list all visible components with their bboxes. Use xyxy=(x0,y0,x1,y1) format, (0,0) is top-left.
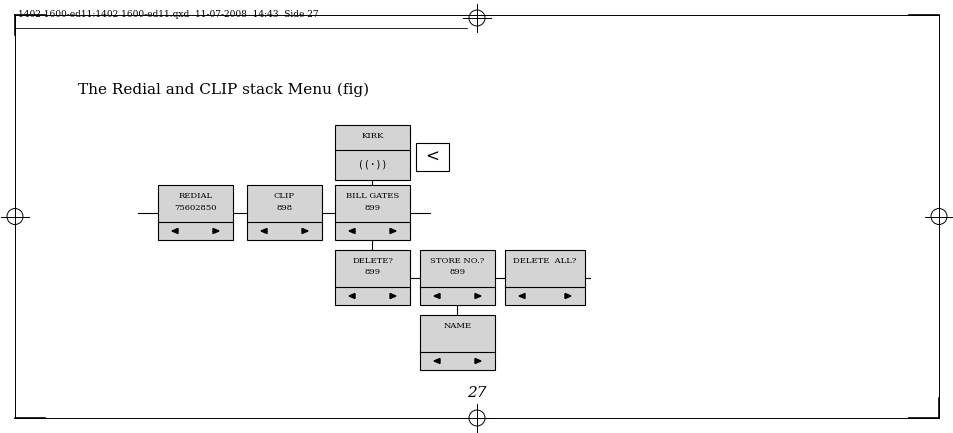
Text: DELETE  ALL?: DELETE ALL? xyxy=(513,257,576,265)
Text: The Redial and CLIP stack Menu (fig): The Redial and CLIP stack Menu (fig) xyxy=(78,83,369,97)
Polygon shape xyxy=(434,294,439,298)
Text: 899: 899 xyxy=(364,204,380,211)
Polygon shape xyxy=(475,359,480,363)
Text: STORE NO.?: STORE NO.? xyxy=(430,257,484,265)
Polygon shape xyxy=(302,229,308,233)
Text: KIRK: KIRK xyxy=(361,132,383,140)
Bar xyxy=(335,250,410,305)
Bar xyxy=(247,185,322,240)
Text: REDIAL: REDIAL xyxy=(178,192,213,200)
Bar xyxy=(416,143,449,171)
Polygon shape xyxy=(564,294,571,298)
Text: <: < xyxy=(425,149,439,165)
Text: 75602850: 75602850 xyxy=(174,204,216,211)
Bar xyxy=(335,185,410,240)
Polygon shape xyxy=(213,229,219,233)
Text: 27: 27 xyxy=(467,386,486,400)
Text: CLIP: CLIP xyxy=(274,192,294,200)
Text: BILL GATES: BILL GATES xyxy=(346,192,398,200)
Text: NAME: NAME xyxy=(443,322,471,330)
Bar xyxy=(419,250,495,305)
Polygon shape xyxy=(390,294,395,298)
Polygon shape xyxy=(349,294,355,298)
Bar xyxy=(419,315,495,370)
Text: 899: 899 xyxy=(364,268,380,277)
Bar xyxy=(335,125,410,180)
Polygon shape xyxy=(261,229,267,233)
Bar xyxy=(158,185,233,240)
Polygon shape xyxy=(390,229,395,233)
Bar xyxy=(504,250,584,305)
Polygon shape xyxy=(518,294,524,298)
Text: 898: 898 xyxy=(276,204,293,211)
Text: 1402 1600-ed11:1402 1600-ed11.qxd  11-07-2008  14:43  Side 27: 1402 1600-ed11:1402 1600-ed11.qxd 11-07-… xyxy=(18,10,318,19)
Polygon shape xyxy=(349,229,355,233)
Text: 899: 899 xyxy=(449,268,465,277)
Polygon shape xyxy=(434,359,439,363)
Text: ((·)): ((·)) xyxy=(357,160,387,170)
Text: DELETE?: DELETE? xyxy=(352,257,393,265)
Polygon shape xyxy=(475,294,480,298)
Polygon shape xyxy=(172,229,178,233)
